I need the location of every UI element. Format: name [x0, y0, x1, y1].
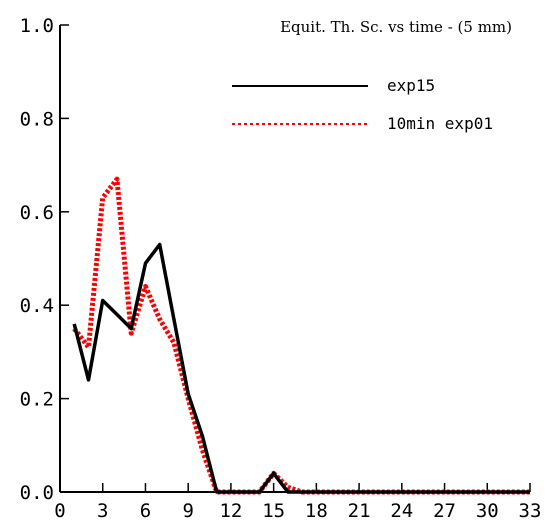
series-layer: [72, 176, 530, 495]
legend: exp15 10min exp01: [232, 76, 493, 133]
x-tick-label: 33: [519, 500, 542, 522]
x-tick-label: 3: [97, 500, 108, 522]
x-tick-label: 15: [262, 500, 285, 522]
y-tick-label: 0.8: [20, 108, 54, 130]
y-tick-label: 0.6: [20, 202, 54, 224]
series-line-exp15: [72, 242, 530, 494]
legend-label: 10min exp01: [387, 114, 493, 133]
x-tick-label: 0: [54, 500, 65, 522]
ticks: 0.0 0.2 0.4 0.6 0.8 1.0 0 3 6 9 12 15 18 21 24 27 30 33: [20, 15, 542, 522]
y-tick-label: 0.4: [20, 295, 54, 317]
x-tick-label: 24: [390, 500, 413, 522]
x-tick-label: 12: [219, 500, 242, 522]
axes: [59, 25, 530, 493]
x-tick-label: 21: [348, 500, 371, 522]
y-tick-label: 0.0: [20, 482, 54, 504]
series-line-10min-exp01: [72, 176, 530, 495]
x-tick-label: 9: [182, 500, 193, 522]
x-tick-label: 27: [433, 500, 456, 522]
x-tick-label: 18: [305, 500, 328, 522]
chart-title: Equit. Th. Sc. vs time - (5 mm): [280, 18, 512, 36]
x-tick-label: 6: [140, 500, 151, 522]
y-tick-label: 0.2: [20, 389, 54, 411]
x-tick-label: 30: [476, 500, 499, 522]
y-tick-label: 1.0: [20, 15, 54, 37]
legend-label: exp15: [387, 76, 435, 95]
